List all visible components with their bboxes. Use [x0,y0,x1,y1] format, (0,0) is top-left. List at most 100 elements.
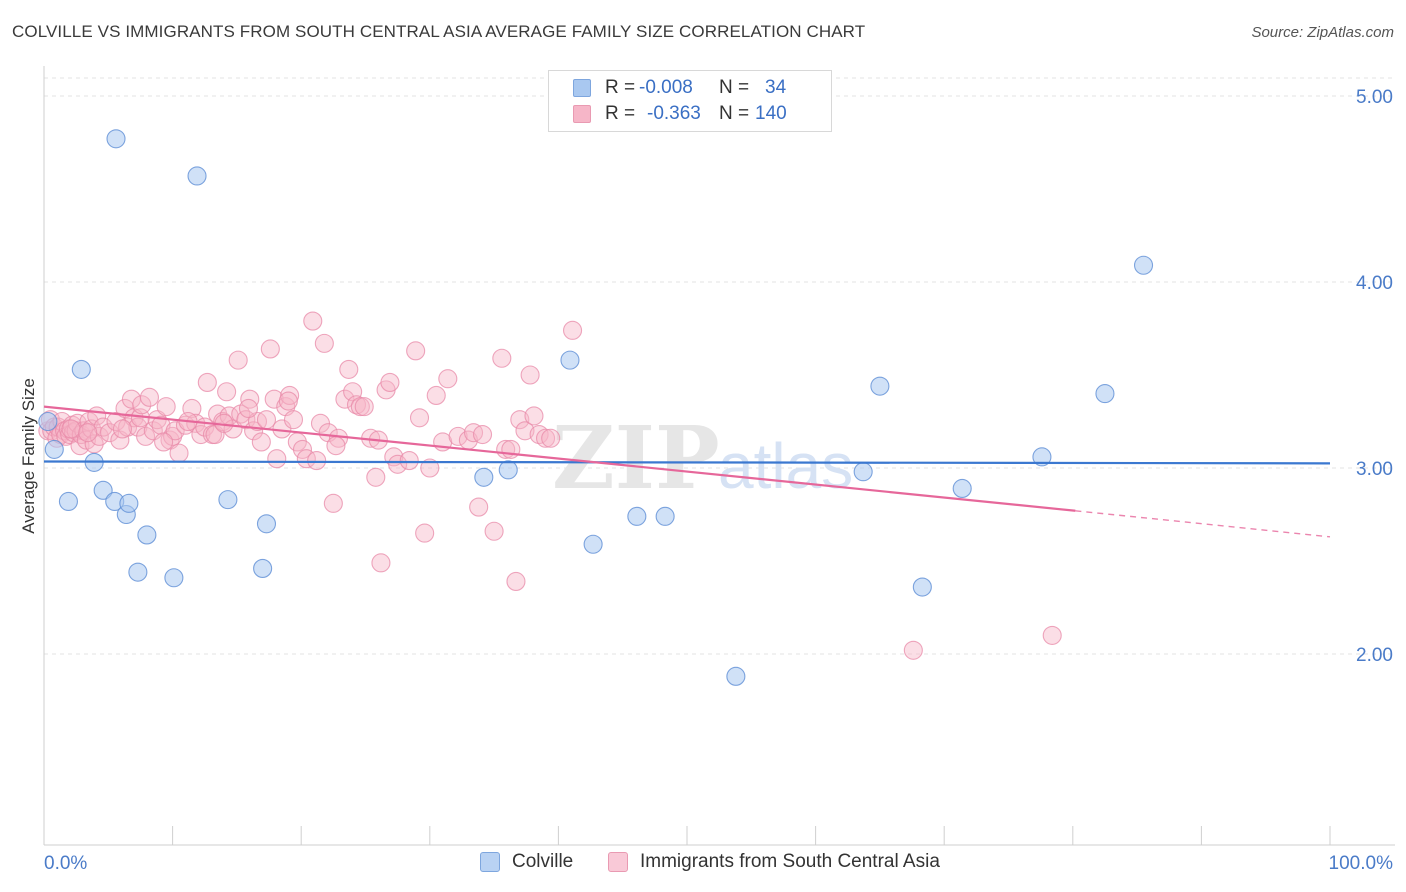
data-point-immigrants [165,421,185,441]
data-point-colville [58,491,78,512]
data-point-colville [218,490,238,510]
y-axis-label: Average Family Size [19,378,38,534]
data-point-immigrants [106,411,126,432]
x-tick-label-min: 0.0% [44,853,87,874]
data-point-colville [1133,255,1154,275]
y-tick-label: 4.00 [1356,273,1393,294]
legend-r-value: -0.008 [639,77,693,98]
legend-label-colville: Colville [512,851,574,872]
data-point-immigrants [160,430,180,450]
data-point-immigrants [100,423,120,443]
data-point-immigrants [388,454,408,474]
legend-r-label: R = [605,77,636,98]
trend-line-colville [43,460,1331,465]
legend-r-label: R = [605,103,636,124]
data-point-immigrants [406,341,426,361]
data-point-immigrants [156,397,176,417]
data-point-immigrants [283,410,304,430]
y-tick-label: 3.00 [1356,459,1393,480]
data-point-immigrants [132,395,152,415]
data-point-colville [164,568,184,588]
legend-swatch-immigrants [573,105,591,123]
data-point-immigrants [472,424,493,445]
chart-title: COLVILLE VS IMMIGRANTS FROM SOUTH CENTRA… [12,22,866,41]
data-point-immigrants [524,406,544,426]
data-point-immigrants [380,372,400,392]
data-point-colville [187,166,207,186]
colville-points [38,129,1154,686]
data-point-immigrants [492,348,512,368]
data-point-colville [912,577,932,597]
data-point-immigrants [510,410,530,430]
data-point-immigrants [506,571,526,592]
data-point-immigrants [354,397,374,417]
data-point-colville [726,666,746,686]
data-point-immigrants [484,521,504,541]
data-point-colville [44,439,64,459]
legend-label-immigrants: Immigrants from South Central Asia [640,851,940,872]
data-point-colville [952,478,972,499]
data-point-immigrants [501,439,521,459]
svg-text:atlas: atlas [718,430,853,502]
data-point-immigrants [469,497,489,517]
legend-item-immigrants: Immigrants from South Central Asia [608,851,940,873]
data-point-colville [128,562,148,582]
data-point-immigrants [314,333,334,353]
data-point-immigrants [535,428,556,448]
data-point-immigrants [903,640,923,660]
data-point-colville [71,359,91,379]
svg-text:ZIP: ZIP [552,408,720,509]
data-point-immigrants [420,458,440,478]
data-point-immigrants [267,449,287,469]
data-point-immigrants [529,424,549,445]
data-point-immigrants [251,432,271,452]
data-point-immigrants [371,553,391,573]
trend-line-immigrants-extension [1075,510,1331,538]
data-point-immigrants [154,432,174,452]
legend-item-colville: Colville [480,851,573,873]
data-point-colville [474,467,494,487]
data-point-immigrants [448,426,468,446]
data-point-colville [119,493,139,513]
data-point-immigrants [326,436,346,456]
data-point-immigrants [323,493,343,513]
data-point-immigrants [264,389,284,409]
data-point-immigrants [292,439,313,459]
data-point-immigrants [415,523,435,543]
x-tick-label-max: 100.0% [1329,853,1394,874]
data-point-colville [256,514,277,534]
legend-n-label: N = [719,77,750,98]
data-point-colville [655,506,675,526]
data-point-immigrants [307,451,327,471]
data-point-immigrants [169,443,189,463]
watermark: ZIP atlas [552,408,853,509]
data-point-immigrants [112,419,132,439]
data-point-colville [38,411,58,432]
data-point-immigrants [151,415,171,435]
data-point-immigrants [339,359,359,379]
data-point-immigrants [197,372,217,392]
data-point-immigrants [89,426,109,446]
data-point-immigrants [335,389,355,409]
data-point-immigrants [228,350,248,370]
data-point-immigrants [278,391,298,411]
data-point-immigrants [399,451,419,471]
data-point-immigrants [303,311,323,331]
legend-row-colville: R = -0.008 N = 34 [573,76,786,100]
data-point-colville [1032,447,1052,467]
source-label: Source: ZipAtlas.com [1251,24,1394,41]
data-point-colville [93,480,113,500]
data-point-immigrants [562,320,583,340]
correlation-legend: R = -0.008 N = 34 R = -0.363 N = 140 [548,70,832,132]
axes [43,66,1395,846]
series-legend: Colville Immigrants from South Central A… [0,851,1406,879]
immigrants-points [38,311,1062,660]
legend-r-value: -0.363 [647,103,701,124]
data-point-colville [560,350,580,370]
data-point-immigrants [256,410,277,430]
data-point-immigrants [139,387,160,407]
data-point-immigrants [520,365,540,385]
data-point-immigrants [541,428,561,448]
data-point-colville [627,506,647,526]
